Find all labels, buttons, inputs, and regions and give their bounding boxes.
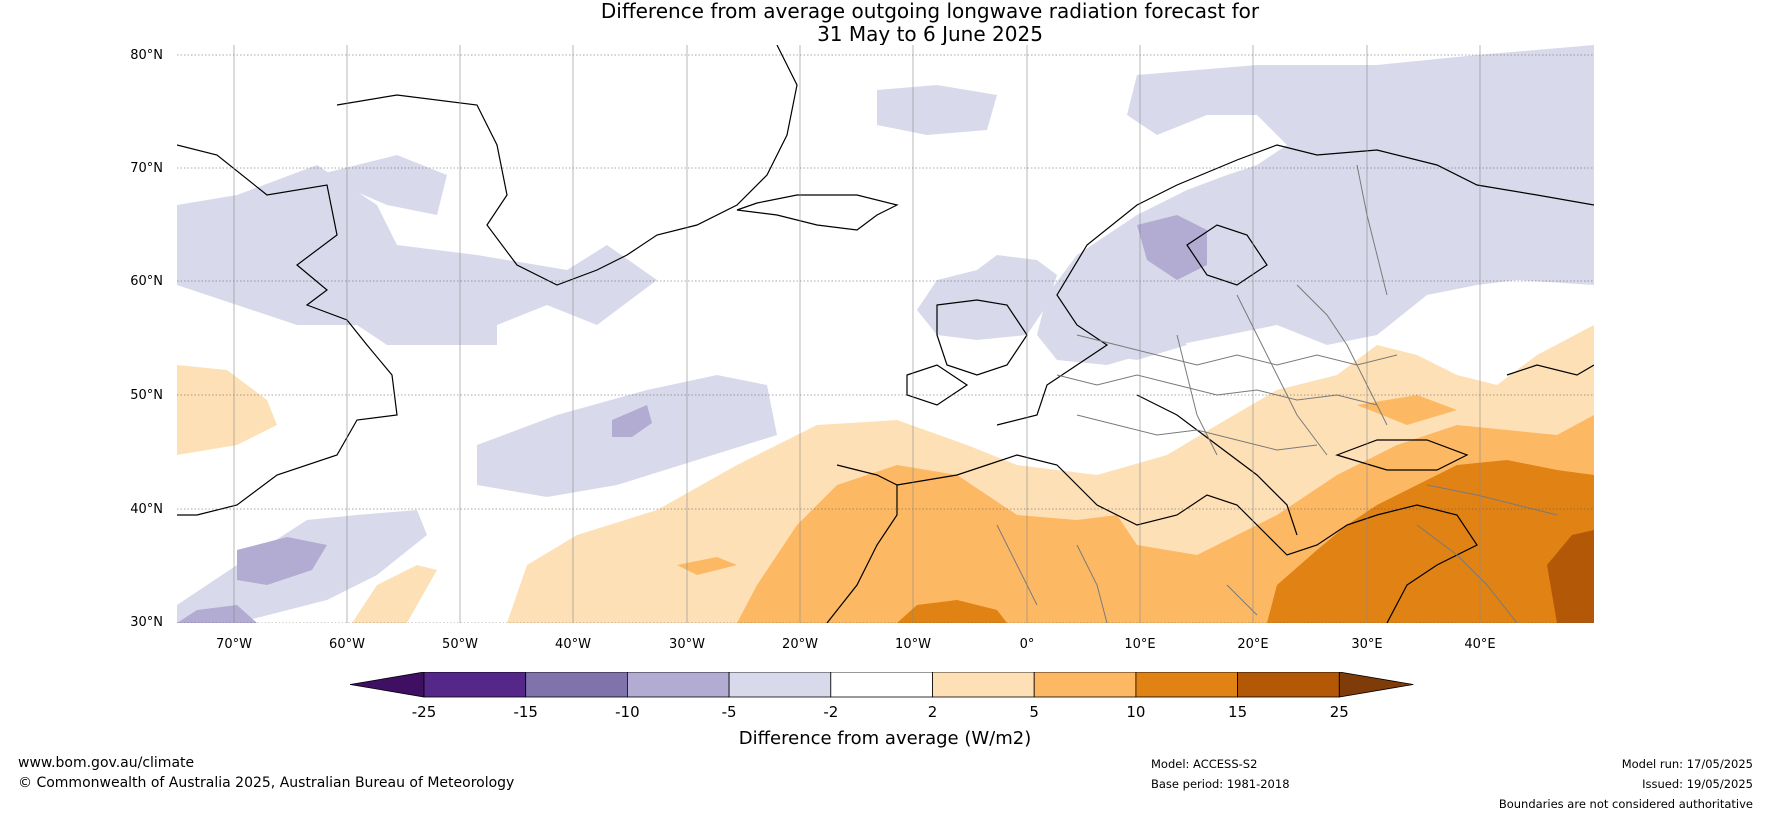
colorbar-extend-low [350,672,425,698]
colorbar-tick-label: -5 [721,703,737,721]
colorbar-cell [525,672,628,698]
lon-label-0: 0° [1019,637,1035,652]
colorbar-extend-high [1338,672,1414,698]
olr-anomaly-map [177,45,1594,623]
lon-label-10e: 10°E [1124,637,1156,652]
lat-label-60n: 60°N [130,274,163,289]
colorbar-cell [728,672,832,698]
colorbar-cell [626,672,730,698]
shading-negative-light [177,45,1594,623]
colorbar-tick-label: 10 [1126,703,1146,721]
lat-label-70n: 70°N [130,161,163,176]
lon-label-30w: 30°W [669,637,705,652]
colorbar-tick-label: 5 [1029,703,1039,721]
colorbar-tick-label: 15 [1228,703,1248,721]
chart-title: Difference from average outgoing longwav… [0,0,1770,46]
model-text: Model: ACCESS-S2 [1151,757,1258,771]
shading-positive-darkest [1547,530,1594,623]
colorbar-tick-label: -25 [411,703,437,721]
lon-label-70w: 70°W [216,637,252,652]
colorbar-cell [1135,672,1239,698]
lon-label-50w: 50°W [442,637,478,652]
colorbar-cell [830,672,933,698]
lat-label-40n: 40°N [130,502,163,517]
shading-negative-medium [177,215,1207,623]
colorbar-cell [932,672,1035,698]
lat-label-30n: 30°N [130,615,163,630]
lon-label-40e: 40°E [1464,637,1496,652]
model-run-text: Model run: 17/05/2025 [1621,757,1753,771]
colorbar-tick-label: -15 [513,703,538,721]
colorbar-label: Difference from average (W/m2) [738,728,1032,749]
lon-label-10w: 10°W [895,637,931,652]
shading-positive-dark [897,460,1594,623]
lon-label-30e: 30°E [1351,637,1383,652]
colorbar-tick-label: 25 [1329,703,1349,721]
lon-label-20e: 20°E [1237,637,1269,652]
issued-text: Issued: 19/05/2025 [1642,777,1753,791]
lon-label-60w: 60°W [329,637,365,652]
lat-label-80n: 80°N [130,48,163,63]
website-text: www.bom.gov.au/climate [18,755,195,771]
lon-label-40w: 40°W [555,637,591,652]
colorbar-tick-label: -2 [823,703,839,721]
colorbar-cell [423,672,527,698]
lon-label-20w: 20°W [782,637,818,652]
title-line-1: Difference from average outgoing longwav… [600,0,1260,23]
coastlines [177,45,1594,623]
lon-gridlines [233,45,1481,623]
disclaimer-text: Boundaries are not considered authoritat… [1498,797,1753,811]
colorbar-cell [1237,672,1340,698]
colorbar-cell [1033,672,1137,698]
lat-label-50n: 50°N [130,388,163,403]
copyright-text: © Commonwealth of Australia 2025, Austra… [18,775,515,791]
colorbar-tick-label: 2 [927,703,938,721]
base-period-text: Base period: 1981-2018 [1151,777,1290,791]
colorbar [350,672,1414,698]
colorbar-tick-label: -10 [615,703,640,721]
title-line-2: 31 May to 6 June 2025 [817,22,1043,46]
lat-gridlines [177,54,1594,623]
